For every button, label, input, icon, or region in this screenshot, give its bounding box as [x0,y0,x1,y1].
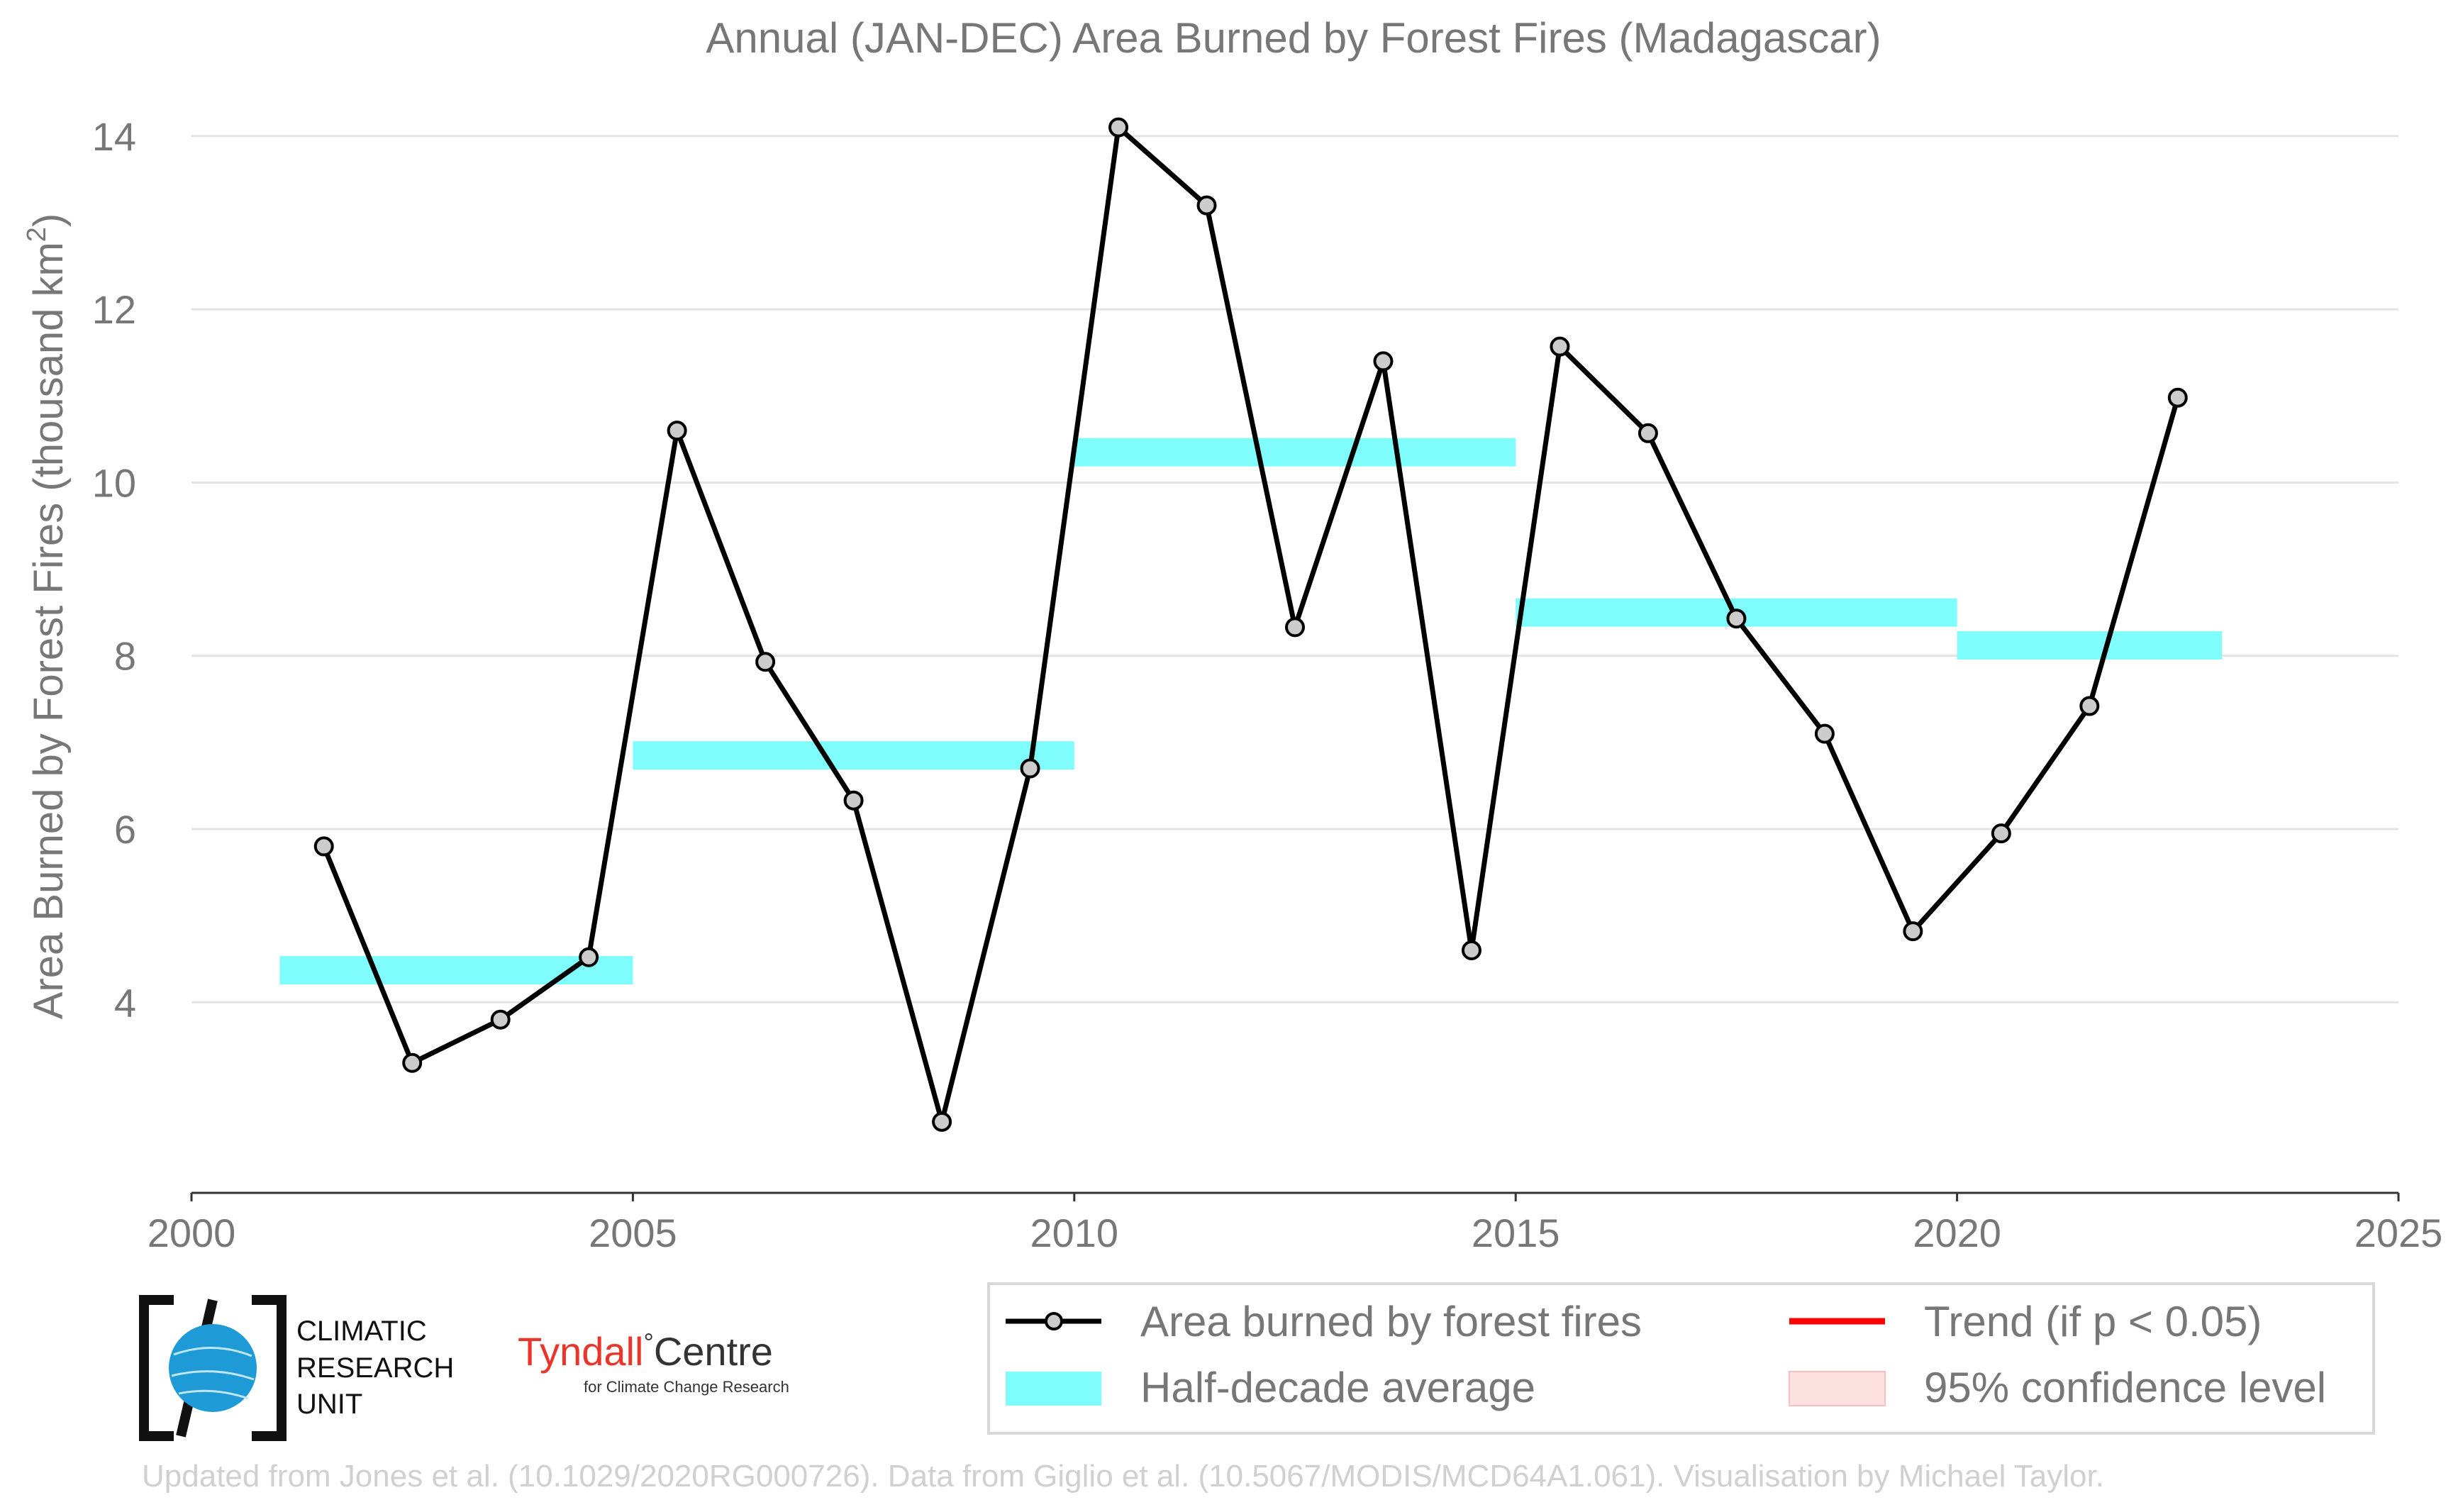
y-tick-label: 14 [92,114,136,159]
data-point [932,1111,952,1132]
y-tick-labels: 4 6 8 10 12 14 [92,114,136,1025]
legend-box [987,1282,2375,1435]
tyndall-logo: Tyndall°Centre for Climate Change Resear… [518,1328,789,1396]
data-point [1814,723,1835,744]
data-point [2079,696,2100,716]
globe-lines-icon [171,1346,255,1400]
y-tick-label: 8 [114,634,136,679]
x-tick-label: 2015 [1472,1211,1560,1255]
cru-logo-line1: CLIMATIC [296,1316,427,1347]
y-axis-label-superscript: 2 [22,227,52,242]
x-tick-marks [190,1193,2400,1201]
data-point [313,836,334,857]
data-point [667,421,687,441]
data-point [1285,617,1305,638]
data-point [1108,117,1129,138]
legend-swatch-confidence [1789,1371,1886,1406]
cru-logo: CLIMATIC RESEARCH UNIT [139,1295,454,1441]
half-decade-average-bands [279,438,2223,985]
x-tick-label: 2000 [148,1211,236,1255]
y-tick-label: 4 [114,980,136,1025]
cru-logo-line3: UNIT [296,1389,362,1420]
cru-logo-right-bracket [252,1295,287,1441]
x-tick-label: 2010 [1030,1211,1119,1255]
footer-credit: Updated from Jones et al. (10.1029/2020R… [142,1459,2104,1494]
x-tick-labels: 2000 2005 2010 2015 2020 2025 [148,1211,2443,1255]
x-tick-label: 2025 [2354,1211,2443,1255]
cru-logo-line2: RESEARCH [296,1352,454,1384]
legend-swatch-half-decade [1006,1372,1101,1406]
cru-logo-left-bracket [139,1295,174,1441]
half-decade-band [633,741,1074,770]
y-axis-label-tail: ) [26,213,72,227]
data-point [1196,195,1217,216]
y-axis-label: Area Burned by Forest Fires (thousand km… [22,213,72,1020]
tyndall-logo-degree: ° [643,1328,653,1357]
chart-title: Annual (JAN-DEC) Area Burned by Forest F… [706,14,1881,62]
data-point [755,652,776,672]
half-decade-band [1074,438,1516,467]
tyndall-logo-subtitle: for Climate Change Research [584,1378,789,1396]
data-point [1991,823,2011,844]
tyndall-logo-name: Tyndall [518,1329,643,1374]
legend-label-series: Area burned by forest fires [1140,1298,1642,1345]
legend-label-half-decade: Half-decade average [1140,1364,1535,1411]
series-line-area-burned [321,125,2181,1125]
data-point [1638,423,1658,443]
data-point [402,1052,423,1073]
half-decade-band [1957,631,2223,660]
y-gridlines [191,135,2398,1004]
globe-icon [169,1324,257,1412]
data-point [490,1009,511,1030]
x-tick-label: 2020 [1913,1211,2001,1255]
data-point [2167,387,2188,408]
tyndall-logo-wordmark: Tyndall°Centre [518,1328,773,1374]
data-point [843,790,864,811]
data-point [1373,351,1394,372]
data-point [1726,608,1747,629]
data-point [579,947,599,967]
tyndall-logo-centre: Centre [654,1329,773,1374]
legend-label-trend: Trend (if p < 0.05) [1924,1298,2262,1345]
data-point [1903,921,1923,942]
series-markers [313,117,2188,1132]
y-tick-label: 10 [92,460,136,505]
y-tick-label: 12 [92,287,136,332]
legend: Area burned by forest fires Trend (if p … [987,1282,2375,1435]
data-point [1461,940,1481,960]
x-tick-label: 2005 [589,1211,677,1255]
data-point [1020,758,1040,779]
y-tick-label: 6 [114,807,136,852]
legend-swatch-series-marker [1045,1312,1063,1330]
y-axis-label-main: Area Burned by Forest Fires (thousand km [26,242,72,1019]
data-point [1550,336,1570,357]
legend-label-confidence: 95% confidence level [1924,1364,2326,1411]
